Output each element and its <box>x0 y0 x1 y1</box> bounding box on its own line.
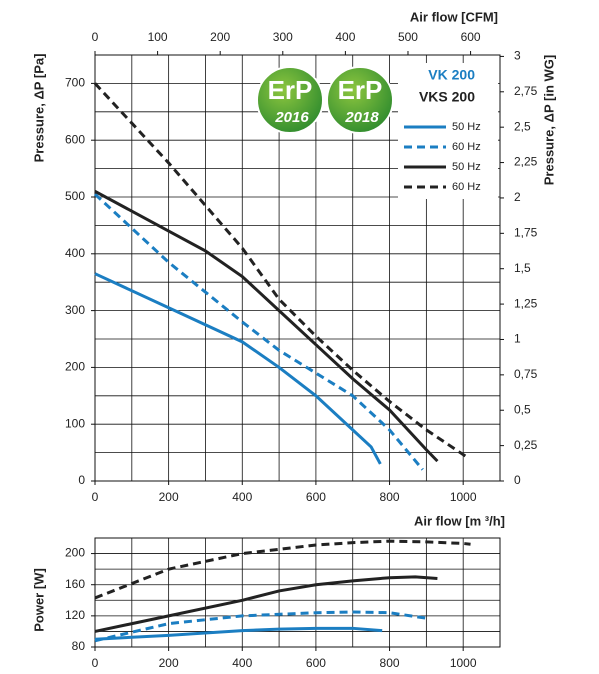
x2-tick-label: 400 <box>335 30 355 44</box>
x2-tick-label: 500 <box>398 30 418 44</box>
series-line <box>94 626 383 641</box>
x-tick-label: 800 <box>380 490 400 504</box>
y2-tick-label: 2 <box>514 190 521 204</box>
plot-frame <box>94 537 501 648</box>
badge-text: ErP <box>338 75 383 105</box>
series-line <box>94 610 427 643</box>
x-tick-label: 200 <box>159 490 179 504</box>
series-line <box>93 193 424 471</box>
badge-text: ErP <box>268 75 313 105</box>
legend-group: VK 200 <box>428 67 475 83</box>
x-tick-label: 600 <box>306 490 326 504</box>
x2-tick-label: 0 <box>92 30 99 44</box>
badge <box>256 66 324 134</box>
legend-group: VKS 200 <box>419 89 475 105</box>
x2-tick-label: 300 <box>273 30 293 44</box>
y-tick-label: 160 <box>65 577 85 591</box>
x-axis-label: Air flow [m ³/h] <box>414 513 505 528</box>
y2-tick-label: 1,25 <box>514 296 538 310</box>
y2-tick-label: 1,5 <box>514 261 531 275</box>
legend-label: 60 Hz <box>452 141 481 153</box>
x-tick-label: 600 <box>306 656 326 670</box>
legend-box <box>398 63 498 199</box>
y2-tick-label: 3 <box>514 49 521 63</box>
series-line <box>94 190 439 463</box>
y-tick-label: 300 <box>65 303 85 317</box>
x-tick-label: 1000 <box>450 656 477 670</box>
y2-tick-label: 0 <box>514 473 521 487</box>
plot-area <box>95 538 500 647</box>
x-tick-label: 0 <box>92 490 99 504</box>
legend-label: 50 Hz <box>452 161 481 173</box>
y2-axis-label: Pressure, ΔP [in WG] <box>541 55 556 185</box>
plot-frame <box>94 54 501 482</box>
x2-tick-label: 100 <box>148 30 168 44</box>
y2-tick-label: 2,5 <box>514 119 531 133</box>
y-tick-label: 0 <box>78 473 85 487</box>
y-tick-label: 200 <box>65 546 85 560</box>
series-line <box>94 539 471 600</box>
y2-tick-label: 0,75 <box>514 367 538 381</box>
y-tick-label: 80 <box>72 639 86 653</box>
x2-tick-label: 200 <box>210 30 230 44</box>
y-tick-label: 500 <box>65 189 85 203</box>
x2-axis-label: Air flow [CFM] <box>410 9 498 24</box>
x-tick-label: 200 <box>159 656 179 670</box>
y2-tick-label: 2,75 <box>514 84 538 98</box>
series-line <box>93 82 470 460</box>
y-tick-label: 100 <box>65 416 85 430</box>
y2-tick-label: 1,75 <box>514 225 538 239</box>
y-tick-label: 200 <box>65 360 85 374</box>
y-axis-label: Pressure, ΔP [Pa] <box>31 54 46 163</box>
series-line <box>94 575 438 633</box>
y2-tick-label: 2,25 <box>514 155 538 169</box>
x-tick-label: 0 <box>92 656 99 670</box>
y-tick-label: 400 <box>65 246 85 260</box>
x-tick-label: 400 <box>232 656 252 670</box>
y-tick-label: 700 <box>65 76 85 90</box>
badge <box>326 66 394 134</box>
y-tick-label: 600 <box>65 132 85 146</box>
series-line <box>94 272 382 465</box>
x-tick-label: 400 <box>232 490 252 504</box>
badge-year: 2018 <box>344 109 379 126</box>
badge-year: 2016 <box>274 109 309 126</box>
y2-tick-label: 0,25 <box>514 438 538 452</box>
legend-label: 60 Hz <box>452 181 481 193</box>
y2-tick-label: 0,5 <box>514 402 531 416</box>
y2-tick-label: 1 <box>514 332 521 346</box>
x-tick-label: 1000 <box>450 490 477 504</box>
y-axis-label: Power [W] <box>31 568 46 632</box>
legend-label: 50 Hz <box>452 121 481 133</box>
y-tick-label: 120 <box>65 608 85 622</box>
x-tick-label: 800 <box>380 656 400 670</box>
x2-tick-label: 600 <box>461 30 481 44</box>
